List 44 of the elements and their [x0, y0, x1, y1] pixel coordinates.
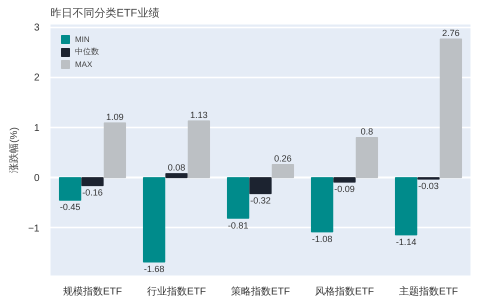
- bar: [249, 177, 272, 194]
- data-label: -0.32: [250, 196, 271, 206]
- x-tick-label: 策略指数ETF: [231, 286, 290, 298]
- legend-label: MIN: [75, 34, 91, 44]
- bar: [188, 120, 210, 178]
- data-label: -1.14: [396, 236, 416, 247]
- bar: [272, 164, 294, 178]
- data-label: -1.68: [144, 264, 164, 274]
- bar: [226, 177, 250, 219]
- chart-title: 昨日不同分类ETF业绩: [50, 6, 160, 20]
- bar: [81, 177, 104, 186]
- y-tick-label: 3: [34, 22, 40, 34]
- data-label: -0.81: [228, 220, 248, 230]
- legend-label: 中位数: [75, 46, 99, 57]
- bar: [394, 177, 418, 236]
- y-tick-label: 0: [34, 173, 40, 184]
- data-label: 0.26: [274, 154, 292, 164]
- x-tick-label: 规模指数ETF: [63, 286, 122, 298]
- data-label: 1.13: [190, 110, 208, 120]
- data-label: 0.8: [360, 126, 374, 136]
- data-label: 2.76: [442, 28, 460, 38]
- bar: [356, 136, 378, 178]
- data-label: 1.09: [106, 112, 124, 122]
- y-axis-title: 涨跌幅(%): [8, 127, 20, 173]
- y-tick-label: 1: [34, 122, 40, 134]
- data-label: -1.08: [312, 234, 332, 244]
- bar: [333, 177, 356, 183]
- bar: [165, 173, 188, 178]
- data-label: -0.16: [82, 188, 103, 198]
- y-tick-label: 2: [34, 72, 40, 84]
- data-label: 0.08: [168, 162, 186, 173]
- y-tick-label: −1: [28, 223, 40, 234]
- bar: [142, 177, 166, 262]
- data-label: -0.09: [334, 184, 355, 194]
- data-label: -0.45: [60, 202, 80, 212]
- bar: [58, 177, 82, 201]
- bar: [310, 177, 334, 232]
- x-tick-label: 行业指数ETF: [147, 286, 206, 298]
- x-tick-label: 风格指数ETF: [315, 286, 374, 298]
- bar: [440, 38, 462, 178]
- x-tick-label: 主题指数ETF: [399, 286, 458, 298]
- bar: [104, 122, 126, 178]
- legend-label: MAX: [75, 60, 94, 68]
- data-label: -0.03: [418, 181, 439, 192]
